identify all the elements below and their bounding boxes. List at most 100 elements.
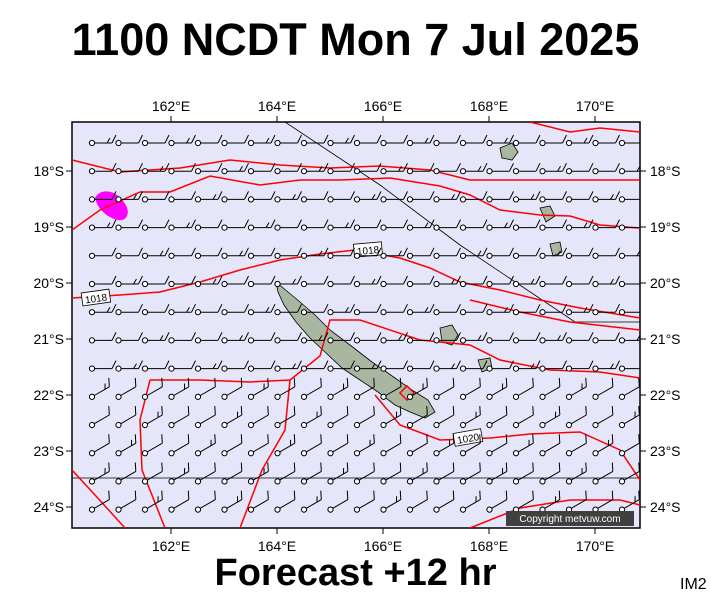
wind-barb-icon — [327, 275, 355, 288]
wind-barb-icon — [512, 360, 541, 372]
wind-barb-icon — [221, 360, 249, 372]
wind-barb-icon — [168, 360, 196, 372]
wind-barb-icon — [353, 219, 382, 231]
wind-barb-icon — [141, 191, 170, 203]
wind-barb-icon — [115, 219, 143, 231]
wind-barb-icon — [592, 377, 614, 400]
wind-barb-icon — [565, 377, 587, 400]
wind-barb-icon — [433, 275, 461, 288]
wind-barb-icon — [221, 162, 249, 175]
wind-barb-icon — [221, 303, 249, 316]
wind-barb-icon — [194, 377, 216, 400]
wind-barb-icon — [406, 134, 435, 147]
wind-barb-icon — [646, 361, 673, 372]
wind-barb-icon — [115, 360, 143, 372]
wind-barb-icon — [353, 191, 382, 203]
lat-label-right: 21°S — [650, 331, 681, 347]
wind-barb-icon — [539, 303, 567, 316]
wind-barb-icon — [300, 162, 329, 175]
wind-barb-icon — [168, 303, 196, 316]
wind-barb-icon — [353, 332, 382, 344]
wind-barb-icon — [168, 275, 196, 288]
lat-label-left: 22°S — [33, 387, 64, 403]
wind-barb-icon — [194, 275, 223, 288]
lon-label-bottom: 168°E — [470, 538, 508, 554]
wind-barb-icon — [406, 406, 428, 429]
wind-barb-icon — [565, 191, 594, 203]
wind-barb-icon — [433, 134, 461, 147]
wind-barb-icon — [539, 191, 567, 203]
wind-barb-icon — [221, 377, 243, 400]
wind-barb-icon — [115, 247, 143, 259]
isobar-value: 1020 — [456, 432, 480, 447]
wind-barb-icon — [646, 135, 673, 146]
wind-barb-icon — [618, 377, 640, 400]
wind-barb-icon — [565, 490, 587, 513]
wind-barb-icon — [327, 434, 349, 457]
wind-barb-icon — [459, 490, 481, 513]
wind-barb-icon — [353, 162, 382, 175]
wind-barb-icon — [486, 360, 514, 372]
wind-barb-icon — [141, 406, 163, 429]
isobar-line — [469, 499, 640, 528]
wind-barb-icon — [141, 360, 170, 372]
wind-barb-icon — [274, 191, 302, 203]
lat-label-right: 24°S — [650, 499, 681, 515]
wind-barb-icon — [565, 219, 594, 231]
wind-barb-icon — [88, 406, 110, 429]
wind-barb-icon — [406, 162, 435, 175]
new-caledonia-island — [275, 280, 436, 419]
wind-barb-icon — [406, 275, 435, 288]
wind-barb-icon — [194, 219, 223, 231]
wind-barb-icon — [247, 406, 269, 429]
wind-barb-icon — [539, 219, 567, 231]
wind-barb-icon — [194, 162, 223, 175]
wind-barb-icon — [565, 360, 594, 372]
wind-barb-icon — [592, 219, 620, 231]
wind-barb-icon — [221, 275, 249, 288]
wind-barb-icon — [194, 462, 216, 485]
wind-barb-icon — [221, 490, 243, 513]
wind-barb-icon — [327, 303, 355, 316]
wind-barb-icon — [406, 247, 435, 259]
lat-label-right: 18°S — [650, 163, 681, 179]
wind-barb-icon — [539, 275, 567, 288]
wind-barb-icon — [459, 303, 488, 316]
wind-barb-icon — [592, 490, 614, 513]
wind-barb-icon — [327, 191, 355, 203]
wind-barb-icon — [592, 303, 620, 316]
wind-barb-icon — [618, 309, 640, 316]
wind-barb-icon — [88, 162, 117, 175]
wind-barb-icon — [565, 247, 594, 259]
wind-barb-icon — [221, 191, 249, 203]
lat-label-left: 20°S — [33, 275, 64, 291]
wind-barb-icon — [88, 462, 110, 485]
lon-label-bottom: 164°E — [258, 538, 296, 554]
wind-barb-icon — [565, 434, 587, 457]
wind-barb-icon — [247, 162, 276, 175]
wind-barb-icon — [539, 406, 561, 429]
wind-barb-icon — [274, 247, 302, 259]
wind-barb-icon — [168, 162, 196, 175]
wind-barb-icon — [168, 247, 196, 259]
wind-barb-icon — [406, 332, 435, 344]
wind-barb-icon — [327, 162, 355, 175]
wind-barb-icon — [539, 377, 561, 400]
wind-barb-icon — [406, 360, 435, 372]
wind-barb-icon — [194, 434, 216, 457]
wind-barb-icon — [353, 406, 375, 429]
wind-barb-icon — [618, 434, 640, 457]
wind-barb-icon — [486, 275, 514, 288]
wind-barb-icon — [141, 462, 163, 485]
wind-barb-icon — [247, 490, 269, 513]
wind-barb-icon — [353, 303, 382, 316]
wind-barb-icon — [141, 332, 170, 344]
wind-barb-icon — [459, 377, 481, 400]
isobar-label: 1020 — [452, 428, 484, 447]
wind-barb-icon — [274, 360, 302, 372]
wind-barb-icon — [486, 162, 514, 175]
wind-barb-icon — [642, 406, 670, 428]
wind-barb-icon — [115, 275, 143, 288]
wind-barb-icon — [380, 490, 402, 513]
wind-barb-icon — [459, 219, 488, 231]
